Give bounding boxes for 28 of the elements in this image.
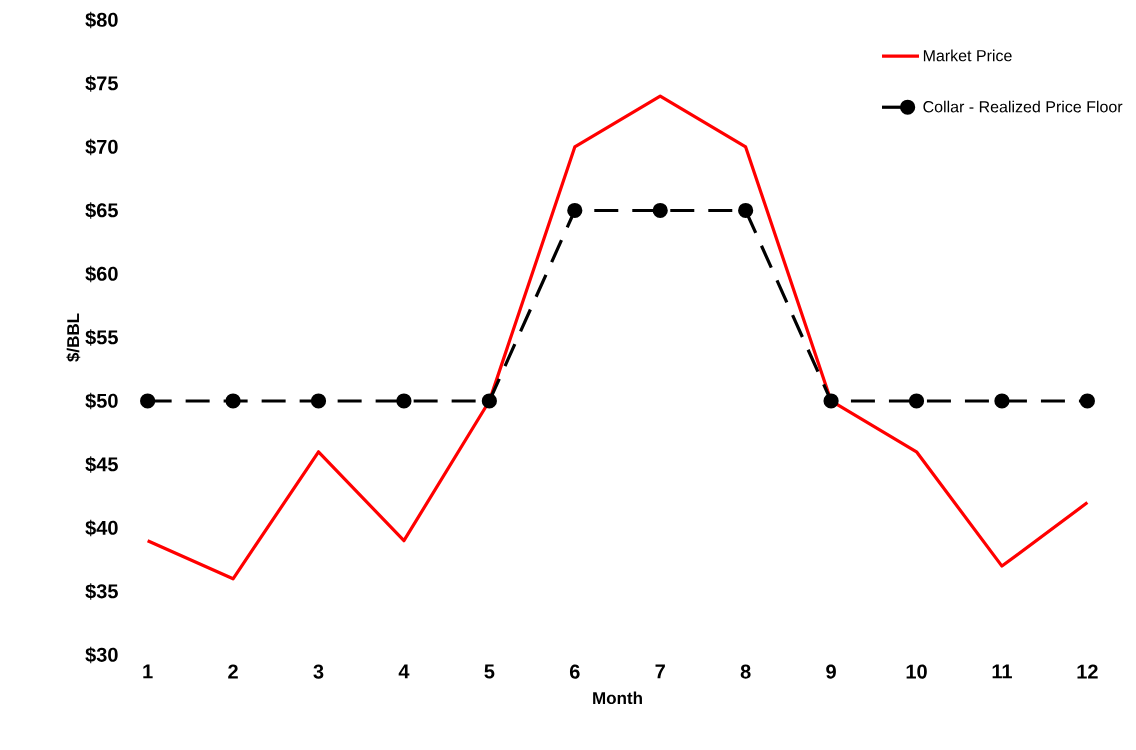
- x-tick-label: 12: [1077, 664, 1098, 679]
- y-tick-label: $75: [85, 75, 118, 92]
- y-tick-label: $60: [85, 265, 118, 283]
- legend-label: Collar - Realized Price Floor: [923, 100, 1123, 113]
- x-axis-title: Month: [593, 691, 642, 705]
- y-tick-label: $45: [85, 456, 118, 473]
- x-tick-label: 1: [143, 664, 153, 679]
- y-tick-label: $55: [85, 329, 118, 346]
- x-tick-label: 6: [569, 664, 580, 679]
- x-tick-label: 7: [655, 664, 665, 679]
- y-tick-label: $35: [85, 583, 118, 600]
- x-tick-label: 11: [992, 664, 1012, 679]
- legend-label: Market Price: [923, 49, 1012, 62]
- x-tick-label: 2: [228, 664, 238, 679]
- x-tick-label: 4: [398, 664, 410, 679]
- x-tick-label: 8: [740, 664, 751, 679]
- y-tick-label: $80: [85, 11, 118, 29]
- line-series: [146, 94, 1089, 581]
- y-tick-label: $70: [85, 138, 118, 156]
- y-tick-label: $30: [85, 646, 118, 664]
- x-tick-label: 5: [484, 664, 495, 679]
- x-tick-label: 3: [313, 664, 324, 679]
- x-tick-label: 10: [906, 664, 927, 679]
- y-tick-label: $65: [85, 202, 118, 219]
- y-tick-label: $50: [85, 392, 118, 410]
- y-tick-label: $40: [85, 519, 118, 537]
- x-tick-label: 9: [826, 664, 836, 679]
- y-axis-title: $/BBL: [66, 313, 81, 362]
